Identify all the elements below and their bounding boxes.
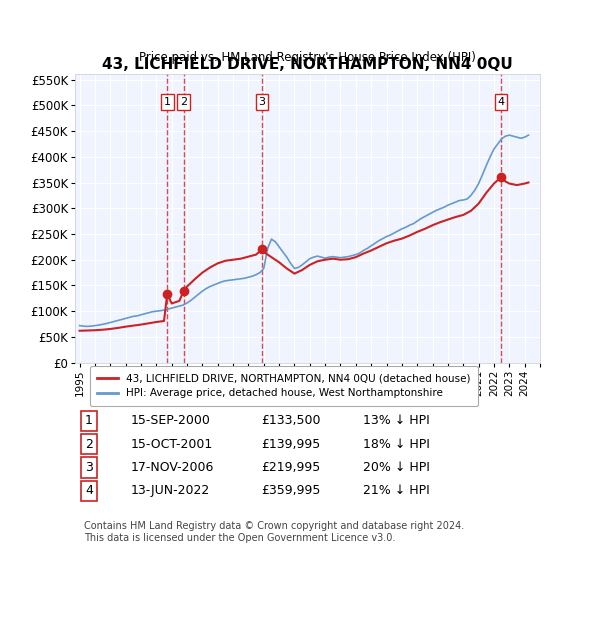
Text: 1: 1 [85,414,93,427]
Text: 13% ↓ HPI: 13% ↓ HPI [364,414,430,427]
Text: 4: 4 [497,97,505,107]
Text: 20% ↓ HPI: 20% ↓ HPI [364,461,430,474]
Text: 4: 4 [85,484,93,497]
Legend: 43, LICHFIELD DRIVE, NORTHAMPTON, NN4 0QU (detached house), HPI: Average price, : 43, LICHFIELD DRIVE, NORTHAMPTON, NN4 0Q… [89,366,478,405]
Text: 1: 1 [164,97,171,107]
Text: 2: 2 [180,97,187,107]
Text: 21% ↓ HPI: 21% ↓ HPI [364,484,430,497]
Text: 13-JUN-2022: 13-JUN-2022 [131,484,210,497]
Text: Contains HM Land Registry data © Crown copyright and database right 2024.
This d: Contains HM Land Registry data © Crown c… [84,521,464,542]
Text: 17-NOV-2006: 17-NOV-2006 [131,461,214,474]
Text: £133,500: £133,500 [261,414,320,427]
Text: Price paid vs. HM Land Registry's House Price Index (HPI): Price paid vs. HM Land Registry's House … [139,51,476,64]
Text: 3: 3 [259,97,265,107]
Text: 18% ↓ HPI: 18% ↓ HPI [364,438,430,451]
Text: 2: 2 [85,438,93,451]
Text: 15-OCT-2001: 15-OCT-2001 [131,438,213,451]
Title: 43, LICHFIELD DRIVE, NORTHAMPTON, NN4 0QU: 43, LICHFIELD DRIVE, NORTHAMPTON, NN4 0Q… [102,57,513,72]
Text: £359,995: £359,995 [261,484,320,497]
Text: £219,995: £219,995 [261,461,320,474]
Text: 3: 3 [85,461,93,474]
Text: £139,995: £139,995 [261,438,320,451]
Text: 15-SEP-2000: 15-SEP-2000 [131,414,211,427]
